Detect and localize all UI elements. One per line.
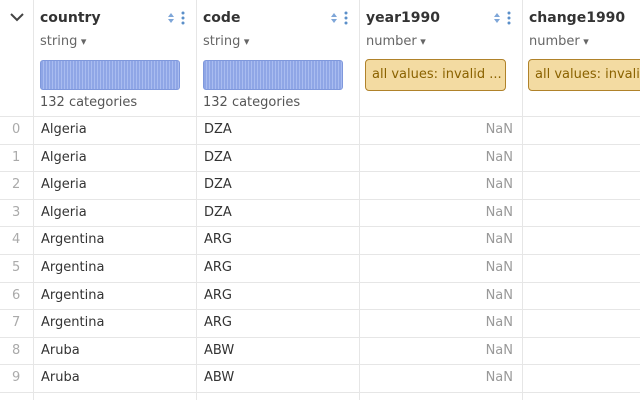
- category-histogram: [40, 60, 180, 90]
- cell: ABW: [204, 342, 235, 358]
- cell: NaN: [485, 315, 513, 331]
- column-type[interactable]: number ▾: [529, 34, 589, 49]
- column-divider: [359, 0, 360, 400]
- cell: Aruba: [41, 370, 80, 386]
- cell: NaN: [485, 287, 513, 303]
- collapse-icon[interactable]: [9, 11, 25, 23]
- cell: NaN: [485, 177, 513, 193]
- cell: NaN: [485, 370, 513, 386]
- row-divider: [0, 254, 640, 255]
- row-divider: [0, 226, 640, 228]
- row-divider: [0, 171, 640, 173]
- column-name[interactable]: year1990: [366, 10, 440, 26]
- cell: DZA: [204, 122, 232, 137]
- column-divider: [522, 0, 523, 400]
- row-divider: [0, 143, 640, 145]
- cell: Aruba: [41, 342, 80, 358]
- cell: DZA: [204, 204, 232, 220]
- column-type[interactable]: string ▾: [203, 34, 250, 49]
- row-index: 8: [12, 342, 21, 358]
- cell: ARG: [204, 260, 232, 275]
- cell: NaN: [485, 204, 513, 220]
- type-caret[interactable]: ▾: [416, 35, 426, 48]
- cell: DZA: [204, 149, 232, 165]
- cell: ABW: [204, 370, 235, 386]
- row-index: 5: [12, 260, 21, 275]
- column-menu-icons[interactable]: [164, 10, 188, 26]
- cell: NaN: [485, 232, 513, 248]
- cell: Argentina: [41, 315, 105, 331]
- cell: NaN: [485, 122, 513, 137]
- cell: NaN: [485, 260, 513, 275]
- row-divider: [0, 364, 640, 366]
- row-index: 4: [12, 232, 21, 248]
- row-index: 7: [12, 315, 21, 331]
- cell: NaN: [485, 342, 513, 358]
- category-count: 132 categories: [40, 95, 138, 110]
- column-name[interactable]: code: [203, 10, 241, 26]
- cell: Argentina: [41, 232, 105, 248]
- row-index: 9: [12, 370, 21, 386]
- row-divider: [0, 198, 640, 200]
- row-index: 0: [12, 122, 21, 137]
- category-count: 132 categories: [203, 95, 301, 110]
- column-menu-icons[interactable]: [327, 10, 351, 26]
- invalid-values-badge: all values: invalid ...: [365, 59, 506, 91]
- cell: Argentina: [41, 260, 105, 275]
- cell: NaN: [485, 149, 513, 165]
- cell: ARG: [204, 232, 232, 248]
- cell: Algeria: [41, 204, 87, 220]
- row-divider: [0, 309, 640, 311]
- type-caret[interactable]: ▾: [240, 35, 250, 48]
- row-divider: [0, 116, 640, 117]
- cell: Argentina: [41, 287, 105, 303]
- cell: Algeria: [41, 149, 87, 165]
- row-index: 3: [12, 204, 21, 220]
- cell: DZA: [204, 177, 232, 193]
- row-divider: [0, 392, 640, 393]
- row-index: 6: [12, 287, 21, 303]
- cell: ARG: [204, 287, 232, 303]
- cell: Algeria: [41, 177, 87, 193]
- column-divider: [196, 0, 197, 400]
- row-divider: [0, 336, 640, 338]
- column-menu-icons[interactable]: [490, 10, 514, 26]
- type-caret[interactable]: ▾: [77, 35, 87, 48]
- column-name[interactable]: change1990: [529, 10, 626, 26]
- type-caret[interactable]: ▾: [579, 35, 589, 48]
- invalid-values-badge: all values: invalid: [528, 59, 640, 91]
- row-divider: [0, 281, 640, 283]
- cell: ARG: [204, 315, 232, 331]
- column-type[interactable]: string ▾: [40, 34, 87, 49]
- column-name[interactable]: country: [40, 10, 101, 26]
- row-index: 1: [12, 149, 21, 165]
- row-index: 2: [12, 177, 21, 193]
- category-histogram: [203, 60, 343, 90]
- column-type[interactable]: number ▾: [366, 34, 426, 49]
- column-divider: [33, 0, 34, 400]
- cell: Algeria: [41, 122, 87, 137]
